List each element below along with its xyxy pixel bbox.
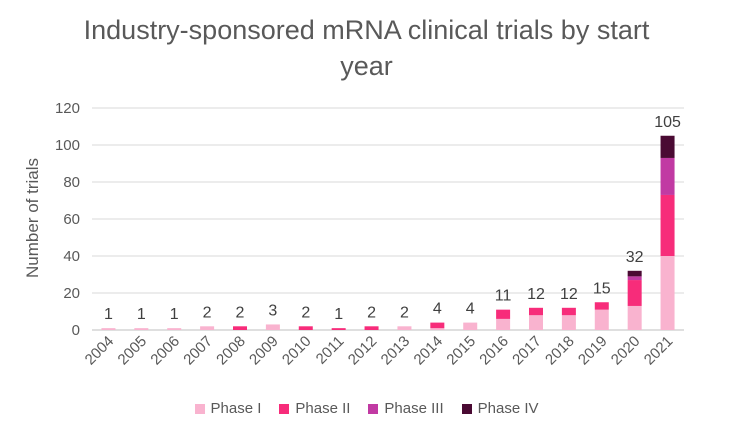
legend-swatch [279,403,290,414]
legend-label: Phase IV [477,400,539,417]
legend-item: Phase III [368,400,444,417]
bar-segment [660,157,675,195]
data-label: 15 [593,280,611,297]
x-tick-label: 2006 [147,333,183,369]
legend-label: Phase III [384,400,444,417]
bar-segment [496,309,511,319]
bar-segment [660,194,675,256]
data-label: 2 [203,304,212,321]
y-tick-label: 60 [63,211,80,228]
x-tick-label: 2021 [641,333,677,369]
data-label: 11 [495,288,512,305]
y-tick-label: 120 [55,100,80,117]
bar-segment [561,307,576,316]
bar-segment [627,280,642,306]
y-tick-label: 0 [72,322,80,339]
legend-swatch [461,403,472,414]
data-label: 2 [236,304,245,321]
bar-segment [298,326,313,330]
bar-segment [430,328,445,330]
x-tick-label: 2016 [476,333,512,369]
bar-segment [463,322,478,330]
y-tick-label: 20 [63,285,80,302]
legend-label: Phase I [210,400,262,417]
legend: Phase I Phase II Phase III Phase IV [0,400,733,417]
data-label: 1 [137,306,146,323]
bar-segment [496,318,511,330]
bar-segment [660,135,675,158]
bar-segment [627,305,642,330]
data-label: 32 [626,249,644,266]
gridlines [92,107,684,331]
x-tick-label: 2009 [246,333,282,369]
bar-segment [627,276,642,281]
data-label: 2 [400,304,409,321]
chart-title-line-2: year [340,51,393,81]
x-tick-label: 2015 [443,333,479,369]
data-label: 1 [334,306,343,323]
x-tick-label: 2005 [115,333,151,369]
y-axis-ticks: 0 20 40 60 80 100 120 [55,100,80,339]
data-label: 12 [560,286,578,303]
x-tick-label: 2014 [411,333,447,369]
bar-segment [397,326,412,330]
y-axis-label: Number of trials [23,158,42,278]
bars [101,135,675,330]
bar-segment [594,302,609,310]
y-tick-label: 40 [63,248,80,265]
legend-item: Phase IV [461,400,539,417]
bar-segment [660,256,675,330]
bar-segment [529,307,543,316]
data-label: 2 [367,304,376,321]
chart-title: Industry-sponsored mRNA clinical trials … [0,12,733,84]
x-tick-label: 2020 [608,333,644,369]
legend-swatch [194,403,205,414]
data-label: 1 [170,306,179,323]
bar-segment [265,324,280,330]
data-label: 105 [654,114,681,131]
data-label: 2 [301,304,310,321]
x-axis-ticks: 2004200520062007200820092010201120122013… [82,333,677,369]
x-tick-label: 2010 [279,333,315,369]
bar-segment [561,315,576,330]
data-label: 4 [433,301,442,318]
bar-segment [101,328,116,330]
bar-segment [430,322,445,329]
chart-title-line-1: Industry-sponsored mRNA clinical trials … [83,15,650,45]
x-tick-label: 2012 [345,333,381,369]
bar-segment [233,326,247,330]
data-label: 12 [527,286,545,303]
x-tick-label: 2013 [378,333,414,369]
x-tick-label: 2008 [213,333,249,369]
legend-item: Phase II [279,400,350,417]
legend-label: Phase II [295,400,351,417]
bar-segment [627,270,642,277]
bar-segment [200,326,215,330]
bar-segment [364,326,379,330]
data-label: 3 [268,302,277,319]
x-tick-label: 2004 [82,333,118,369]
x-tick-label: 2011 [313,333,348,368]
x-tick-label: 2019 [575,333,611,369]
y-tick-label: 80 [63,174,80,191]
bar-segment [529,315,543,330]
legend-swatch [368,403,379,414]
data-label: 4 [466,301,475,318]
bar-segment [594,309,609,330]
y-tick-label: 100 [55,137,80,154]
data-label: 1 [104,306,113,323]
bar-segment [134,328,149,330]
x-tick-label: 2007 [180,333,216,369]
bar-segment [331,328,346,330]
x-tick-label: 2018 [542,333,578,369]
bar-segment [167,328,182,330]
legend-item: Phase I [194,400,262,417]
x-tick-label: 2017 [509,333,545,369]
